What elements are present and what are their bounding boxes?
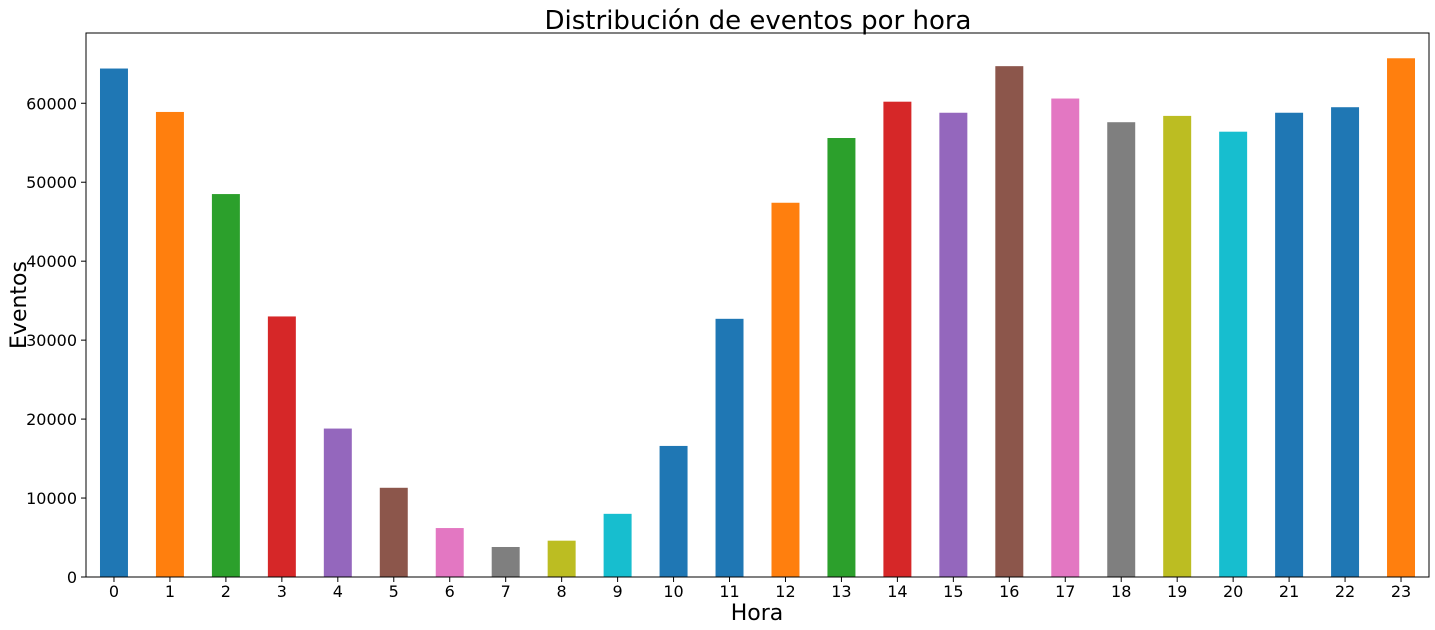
x-tick-label: 15	[943, 582, 963, 601]
x-tick-label: 17	[1055, 582, 1075, 601]
y-tick-label: 10000	[26, 489, 77, 508]
bar-hora-18	[1107, 122, 1136, 577]
x-tick-label: 1	[165, 582, 175, 601]
y-tick-label: 60000	[26, 94, 77, 113]
x-tick-label: 18	[1111, 582, 1131, 601]
x-tick-label: 6	[445, 582, 455, 601]
x-tick-label: 8	[557, 582, 567, 601]
x-tick-label: 13	[831, 582, 851, 601]
y-tick-label: 50000	[26, 173, 77, 192]
bar-hora-22	[1331, 107, 1360, 577]
x-tick-label: 19	[1167, 582, 1187, 601]
bar-hora-17	[1051, 98, 1080, 577]
bar-hora-9	[603, 513, 632, 577]
x-tick-label: 20	[1223, 582, 1243, 601]
bar-hora-12	[771, 202, 800, 577]
bars-layer	[99, 58, 1416, 577]
bar-hora-19	[1163, 115, 1192, 577]
y-tick-label: 0	[67, 568, 77, 587]
chart-title: Distribución de eventos por hora	[545, 6, 972, 36]
y-tick-label: 40000	[26, 252, 77, 271]
y-axis-title: Eventos	[7, 261, 32, 349]
x-tick-label: 3	[277, 582, 287, 601]
bar-hora-2	[211, 194, 240, 577]
bar-hora-23	[1387, 58, 1416, 577]
x-tick-label: 23	[1391, 582, 1411, 601]
x-tick-label: 22	[1335, 582, 1355, 601]
bar-hora-7	[491, 546, 520, 577]
x-tick-label: 4	[333, 582, 343, 601]
bar-hora-15	[939, 112, 968, 577]
x-tick-label: 12	[775, 582, 795, 601]
bar-hora-10	[659, 445, 688, 577]
bar-hora-4	[323, 428, 352, 577]
x-tick-label: 14	[887, 582, 907, 601]
bar-hora-5	[379, 487, 408, 577]
plot-frame	[85, 32, 1430, 578]
y-tick-label: 30000	[26, 331, 77, 350]
x-tick-label: 5	[389, 582, 399, 601]
x-tick-label: 7	[501, 582, 511, 601]
x-tick-label: 2	[221, 582, 231, 601]
bar-hora-3	[267, 316, 296, 577]
bar-hora-0	[99, 68, 128, 577]
bar-hora-11	[715, 318, 744, 577]
bar-hora-16	[995, 66, 1024, 577]
bar-hora-21	[1275, 112, 1304, 577]
y-tick-label: 20000	[26, 410, 77, 429]
x-tick-label: 0	[109, 582, 119, 601]
x-tick-label: 21	[1279, 582, 1299, 601]
x-tick-label: 16	[999, 582, 1019, 601]
x-tick-label: 9	[613, 582, 623, 601]
bar-hora-14	[883, 101, 912, 577]
bar-hora-13	[827, 138, 856, 577]
x-tick-label: 10	[663, 582, 683, 601]
bar-hora-6	[435, 528, 464, 577]
x-axis-title: Hora	[731, 601, 784, 626]
y-axis-ticks: 0 10000 20000 30000 40000 50000 60000	[26, 94, 86, 587]
bar-hora-8	[547, 540, 576, 577]
bar-hora-1	[155, 111, 184, 577]
bar-hora-20	[1219, 131, 1248, 577]
x-tick-label: 11	[719, 582, 739, 601]
x-axis-ticks: 0 1 2 3 4 5 6 7 8 9 10 11 12 13 14 15 16 17 18 19 20 21 22 23	[109, 577, 1411, 601]
